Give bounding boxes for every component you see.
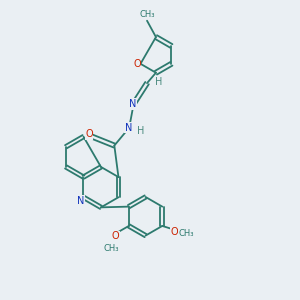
Text: O: O — [85, 129, 93, 139]
Text: N: N — [124, 123, 132, 133]
Text: CH₃: CH₃ — [103, 244, 119, 253]
Text: N: N — [77, 196, 84, 206]
Text: CH₃: CH₃ — [178, 229, 194, 238]
Text: H: H — [154, 76, 162, 87]
Text: CH₃: CH₃ — [139, 10, 155, 19]
Text: N: N — [129, 99, 136, 109]
Text: O: O — [112, 231, 119, 241]
Text: O: O — [171, 227, 178, 237]
Text: O: O — [133, 59, 141, 69]
Text: H: H — [137, 126, 144, 136]
